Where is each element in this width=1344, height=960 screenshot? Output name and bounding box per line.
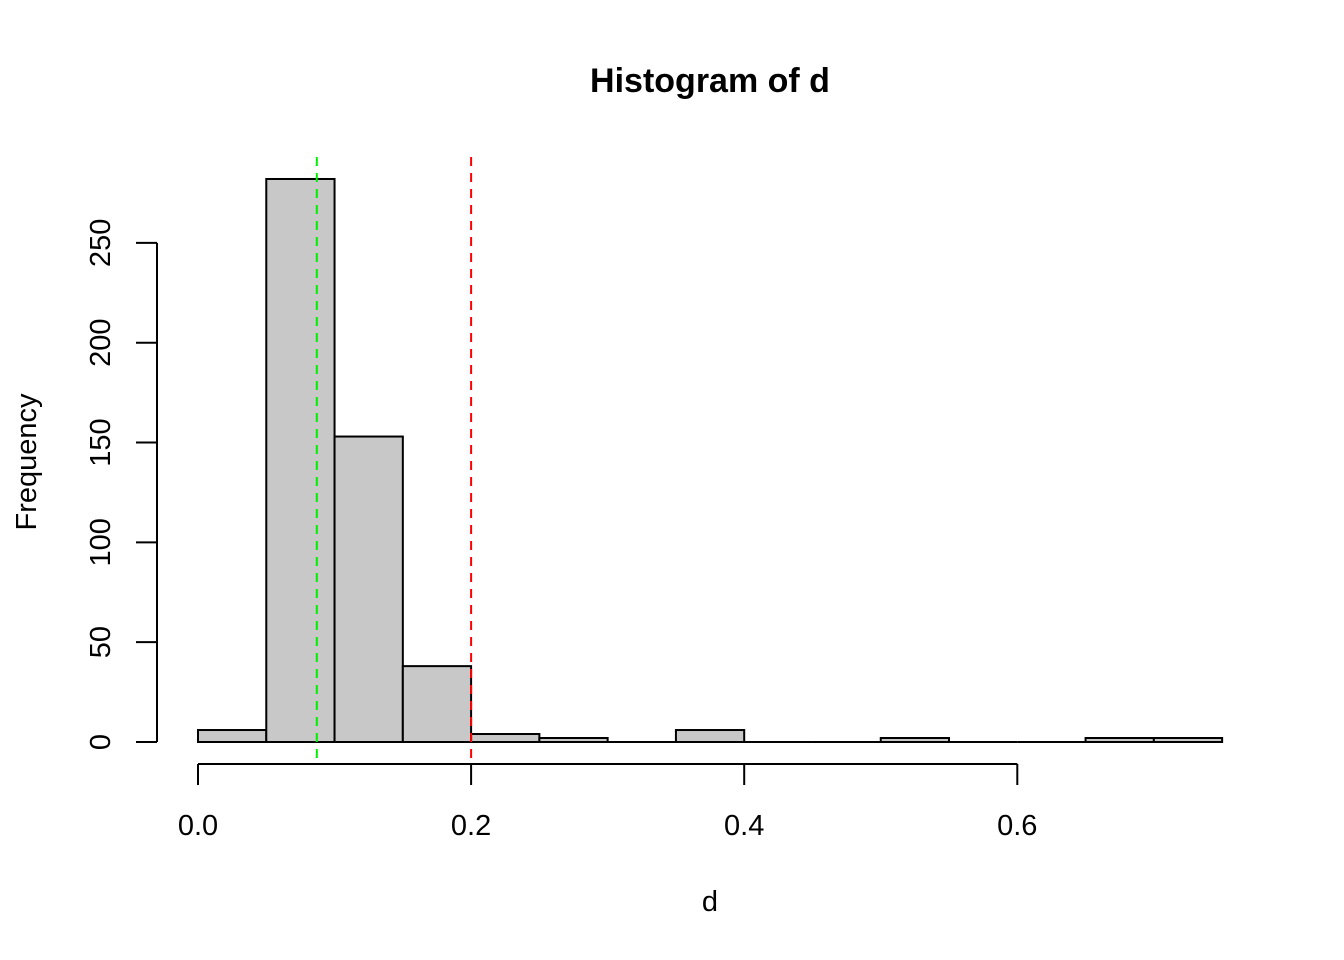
y-axis-label: Frequency xyxy=(11,393,43,531)
y-tick-label: 200 xyxy=(85,319,117,367)
histogram-bar-4 xyxy=(470,733,541,743)
histogram-bar-10 xyxy=(879,737,951,744)
x-tick-label: 0.2 xyxy=(451,810,491,842)
y-tick-label: 100 xyxy=(85,518,117,566)
y-axis: 0 50 100 150 200 250 xyxy=(85,219,158,750)
histogram-bar-13 xyxy=(1084,737,1155,744)
reference-lines xyxy=(315,157,473,763)
histogram-bar-0 xyxy=(197,729,268,743)
histogram-bar-3 xyxy=(401,665,473,743)
histogram-bar-1 xyxy=(265,177,336,743)
x-tick-label: 0.6 xyxy=(997,810,1037,842)
histogram-bar-5 xyxy=(538,737,609,744)
x-axis-label: d xyxy=(702,886,718,918)
histogram-bar-2 xyxy=(333,435,404,743)
histogram-bars xyxy=(197,177,1224,744)
y-tick-label: 50 xyxy=(85,626,117,658)
x-axis: 0.0 0.2 0.4 0.6 xyxy=(178,763,1037,842)
x-tick-label: 0.0 xyxy=(178,810,218,842)
y-tick-label: 0 xyxy=(85,734,117,750)
y-tick-label: 150 xyxy=(85,418,117,466)
y-tick-label: 250 xyxy=(85,219,117,267)
chart-title: Histogram of d xyxy=(590,62,830,100)
histogram-bar-7 xyxy=(674,729,746,743)
x-tick-label: 0.4 xyxy=(724,810,764,842)
histogram-bar-14 xyxy=(1152,737,1224,744)
